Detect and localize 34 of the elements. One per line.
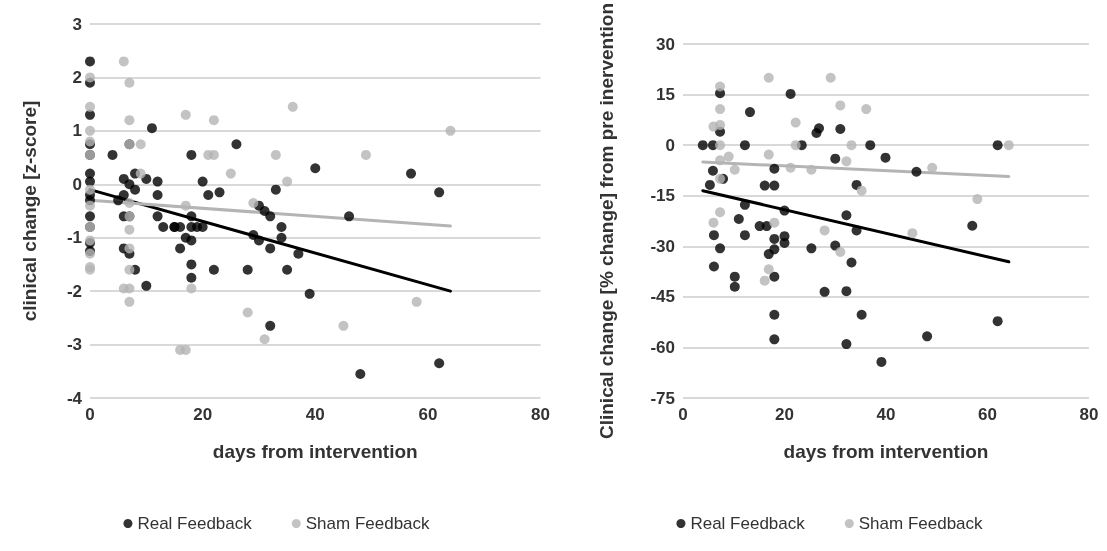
x-tick-label: 60 — [418, 405, 438, 424]
y-tick-label: 0 — [72, 174, 82, 194]
x-tick-label: 0 — [678, 405, 688, 424]
y-tick-label: 1 — [72, 121, 82, 141]
y-axis-title: clinical change [z-score] — [18, 100, 40, 322]
legend-label: Sham Feedback — [858, 514, 984, 533]
x-axis-title: days from intervention — [783, 441, 989, 462]
y-tick-label: -2 — [66, 281, 82, 301]
y-tick-label: -30 — [650, 236, 675, 256]
y-tick-label: -3 — [66, 335, 82, 355]
x-tick-label: 60 — [978, 405, 997, 424]
y-tick-label: -45 — [650, 287, 675, 307]
legend-label: Real Feedback — [690, 514, 806, 533]
x-tick-label: 40 — [305, 405, 325, 424]
x-tick-label: 40 — [876, 405, 896, 424]
y-tick-label: -1 — [66, 228, 82, 248]
x-tick-label: 20 — [193, 405, 213, 424]
legend-label: Sham Feedback — [305, 514, 431, 533]
y-tick-label: 3 — [72, 14, 82, 34]
y-tick-label: 0 — [665, 135, 675, 155]
y-tick-label: 30 — [656, 34, 675, 54]
x-tick-label: 80 — [531, 405, 551, 424]
x-tick-label: 20 — [775, 405, 794, 424]
y-tick-label: -4 — [66, 388, 83, 408]
x-tick-label: 80 — [1079, 405, 1099, 424]
y-tick-label: -75 — [650, 388, 675, 408]
y-tick-label: 15 — [656, 85, 675, 105]
y-axis-title: Clinical change [% change] from pre inervention — [595, 3, 617, 440]
y-tick-label: -60 — [650, 337, 675, 357]
legend-label: Real Feedback — [137, 514, 253, 533]
y-tick-label: 2 — [72, 67, 82, 87]
y-tick-label: -15 — [650, 186, 675, 206]
x-tick-label: 0 — [85, 405, 95, 424]
x-axis-title: days from intervention — [212, 441, 418, 462]
